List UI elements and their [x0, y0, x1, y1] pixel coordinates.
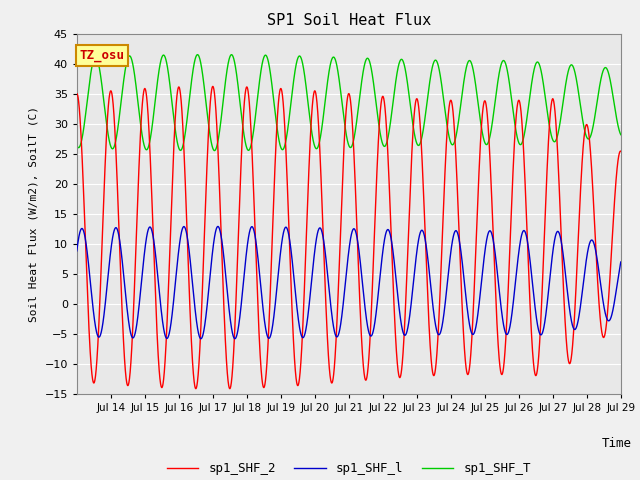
- sp1_SHF_T: [399, 59, 407, 64]
- X-axis label: Time: Time: [602, 437, 632, 450]
- sp1_SHF_T: [427, 72, 435, 78]
- Text: TZ_osu: TZ_osu: [79, 49, 125, 62]
- sp1_SHF_2: [73, 91, 81, 96]
- Line: sp1_SHF_2: sp1_SHF_2: [77, 86, 621, 389]
- sp1_SHF_2: [617, 148, 625, 154]
- sp1_SHF_l: [617, 259, 625, 265]
- sp1_SHF_T: [479, 133, 487, 139]
- sp1_SHF_T: [194, 52, 202, 58]
- sp1_SHF_l: [399, 330, 407, 336]
- sp1_SHF_l: [73, 248, 81, 254]
- sp1_SHF_T: [520, 132, 528, 137]
- sp1_SHF_l: [520, 228, 528, 234]
- sp1_SHF_2: [479, 106, 487, 112]
- sp1_SHF_l: [479, 265, 487, 271]
- sp1_SHF_T: [617, 132, 625, 138]
- sp1_SHF_2: [399, 347, 407, 352]
- sp1_SHF_2: [209, 84, 217, 89]
- sp1_SHF_2: [427, 352, 435, 358]
- sp1_SHF_T: [73, 143, 81, 148]
- sp1_SHF_l: [427, 284, 435, 289]
- sp1_SHF_2: [172, 109, 179, 115]
- Line: sp1_SHF_T: sp1_SHF_T: [77, 55, 621, 151]
- sp1_SHF_T: [172, 129, 179, 135]
- Line: sp1_SHF_l: sp1_SHF_l: [77, 227, 621, 339]
- sp1_SHF_T: [211, 148, 218, 154]
- sp1_SHF_l: [281, 225, 289, 231]
- sp1_SHF_l: [197, 336, 205, 342]
- sp1_SHF_2: [226, 386, 234, 392]
- sp1_SHF_T: [281, 142, 289, 148]
- Title: SP1 Soil Heat Flux: SP1 Soil Heat Flux: [267, 13, 431, 28]
- sp1_SHF_l: [214, 224, 222, 229]
- sp1_SHF_l: [172, 277, 179, 283]
- sp1_SHF_2: [281, 126, 289, 132]
- Legend: sp1_SHF_2, sp1_SHF_l, sp1_SHF_T: sp1_SHF_2, sp1_SHF_l, sp1_SHF_T: [162, 457, 536, 480]
- sp1_SHF_2: [520, 162, 528, 168]
- Y-axis label: Soil Heat Flux (W/m2), SoilT (C): Soil Heat Flux (W/m2), SoilT (C): [29, 106, 39, 322]
